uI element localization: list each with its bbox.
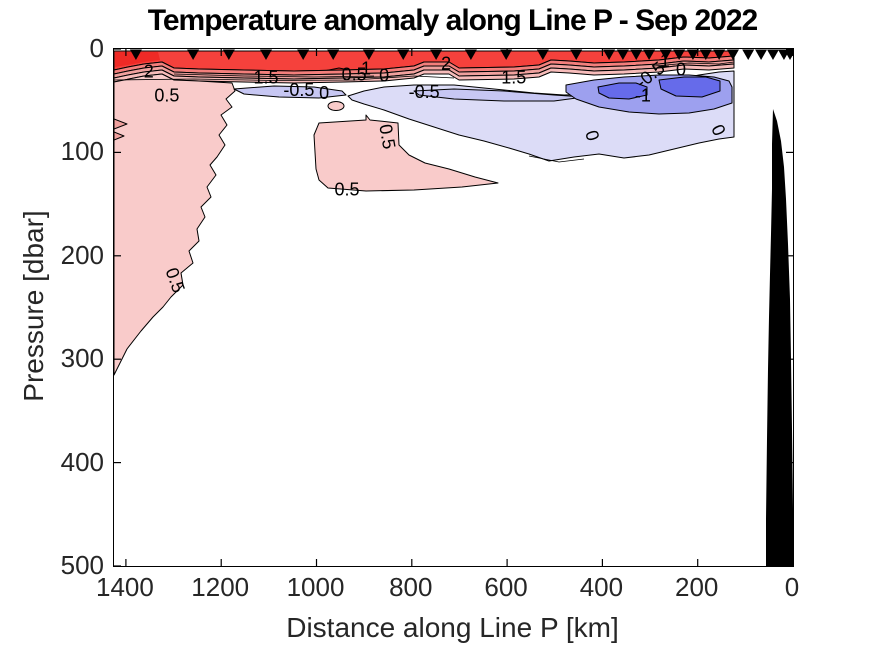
station-triangle-icon xyxy=(129,49,142,60)
station-triangle-icon xyxy=(699,49,712,60)
fill-ltm1-core-1 xyxy=(597,82,648,100)
station-triangle-icon xyxy=(397,49,410,60)
fill-left-notch-1 xyxy=(114,118,128,130)
contour-value-label: 2 xyxy=(441,53,451,73)
x-tick-label: 0 xyxy=(784,572,800,602)
fill-ltm1-core-2 xyxy=(658,76,721,98)
y-tick-label: 400 xyxy=(60,446,104,477)
station-triangle-icon xyxy=(726,49,739,60)
contour-value-label: 1.5 xyxy=(253,68,278,88)
station-triangle-icon xyxy=(643,49,656,60)
contour-line xyxy=(114,75,455,81)
station-triangle-icon xyxy=(260,49,273,60)
extra-contour-lines xyxy=(114,61,735,163)
station-triangle-icon xyxy=(327,49,340,60)
contour-line xyxy=(528,155,585,163)
x-tick-label: 800 xyxy=(389,572,433,602)
station-triangle-icon xyxy=(686,49,699,60)
contour-value-label: -0.5 xyxy=(283,80,314,100)
contour-value-label: 1.5 xyxy=(501,68,526,88)
station-triangle-icon xyxy=(362,49,375,60)
fill-0p5-left-region xyxy=(114,73,236,376)
contour-value-label: 0.5 xyxy=(154,85,179,105)
x-tick-label: 1400 xyxy=(95,572,154,602)
fill-m0p5-lens-1 xyxy=(233,85,347,99)
station-triangle-icon xyxy=(536,49,549,60)
station-triangle-icon xyxy=(570,49,583,60)
y-tick-label: 0 xyxy=(89,33,104,63)
station-triangle-icon xyxy=(659,49,672,60)
station-triangle-icon xyxy=(713,49,726,60)
y-tick-label: 100 xyxy=(60,136,104,167)
contour-section-plot: 20.51.5-0.5 00.51 02-0.51.50.50.50.5-0.51 0… xyxy=(114,49,793,566)
contour-value-label: 0 xyxy=(581,128,603,143)
x-tick-label: 600 xyxy=(484,572,528,602)
station-triangle-icon xyxy=(187,49,200,60)
fill-m0p5-lens-2 xyxy=(413,88,585,102)
bathymetry-shape xyxy=(766,109,793,566)
contour-line xyxy=(173,73,375,78)
x-axis-label: Distance along Line P [km] xyxy=(286,612,619,643)
station-triangle-icon xyxy=(616,49,629,60)
x-tick-label: 1200 xyxy=(191,572,250,602)
x-tick-label: 1000 xyxy=(286,572,345,602)
station-triangle-icon xyxy=(222,49,235,60)
station-triangle-icon xyxy=(430,49,443,60)
contour-value-label: 1 xyxy=(660,51,670,71)
station-triangle-icon xyxy=(500,49,513,60)
contour-value-label: 0.5 xyxy=(342,65,367,85)
x-tick-label: 200 xyxy=(674,572,719,602)
contour-value-label: 0.5 xyxy=(334,179,359,199)
contour-value-label: 0 xyxy=(379,66,389,86)
station-triangle-icon xyxy=(464,49,477,60)
plot-area: 2 0.5 1.5 -0.5 0 0.5 1 0 2 -0.5 1.5 0.5 0.5 0.5 -0.5 1 0… xyxy=(113,48,794,567)
bathymetry-wedge xyxy=(766,109,793,566)
fill-left-notch-2 xyxy=(114,131,125,141)
y-tick-label: 500 xyxy=(60,550,104,580)
station-triangle-icon xyxy=(742,49,755,60)
fill-0p5-1-band xyxy=(114,63,735,84)
y-tick-label: 300 xyxy=(60,343,104,374)
fill-0p5-mid-region xyxy=(313,114,499,192)
station-triangle-icon xyxy=(784,49,793,60)
contour-value-label: 1 xyxy=(361,58,371,78)
contour-value-label: -1 xyxy=(635,85,651,105)
contour-value-label: -0.5 xyxy=(409,82,440,102)
station-markers xyxy=(129,49,793,60)
contour-fills xyxy=(114,50,735,376)
station-triangle-icon xyxy=(755,49,768,60)
chart-title: Temperature anomaly along Line P - Sep 2… xyxy=(147,4,758,37)
contour-value-label: 0.5 xyxy=(375,123,399,151)
fill-0p5-blob xyxy=(327,101,345,111)
contour-value-label: 0 xyxy=(319,83,329,103)
station-triangle-icon xyxy=(766,49,779,60)
x-tick-label: 400 xyxy=(579,572,624,602)
station-triangle-icon xyxy=(673,49,686,60)
y-tick-label: 200 xyxy=(60,239,104,270)
station-triangle-icon xyxy=(630,49,643,60)
contour-value-label: 0 xyxy=(676,59,686,79)
station-triangle-icon xyxy=(297,49,310,60)
contour-line xyxy=(653,61,735,67)
contour-value-label: 2 xyxy=(144,62,154,82)
station-triangle-icon xyxy=(603,49,616,60)
